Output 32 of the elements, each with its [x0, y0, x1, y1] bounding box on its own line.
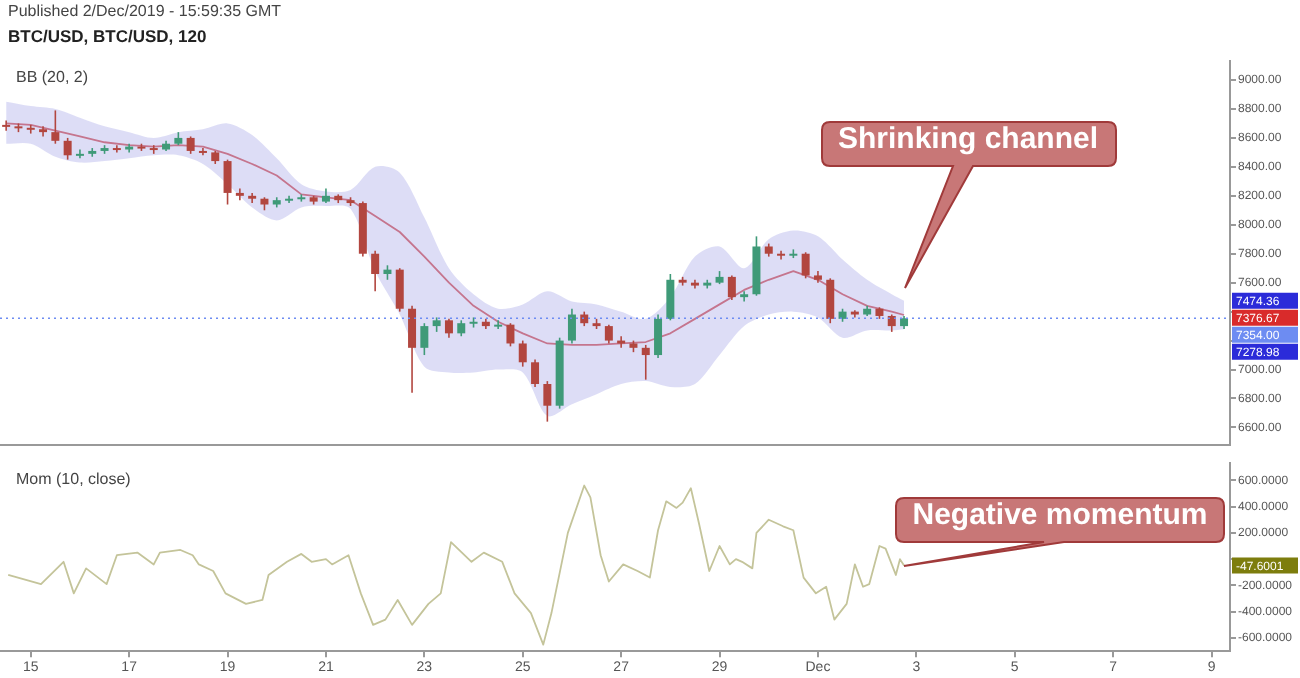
candlestick	[518, 339, 527, 368]
annotation: Shrinking channel	[836, 122, 1101, 161]
candlestick	[641, 344, 650, 381]
candlestick	[444, 318, 453, 339]
candlestick	[666, 273, 675, 322]
candlestick	[604, 323, 613, 345]
candlestick	[2, 119, 11, 132]
candlestick	[149, 144, 158, 155]
candlestick	[543, 380, 552, 423]
text: BB (20, 2)	[16, 67, 89, 86]
candlestick	[420, 322, 429, 356]
candlestick	[752, 235, 761, 297]
candlestick	[371, 250, 380, 293]
candlestick	[777, 250, 786, 261]
chart-subtitle: BTC/USD, BTC/USD, 120	[8, 26, 207, 46]
candlestick	[63, 137, 72, 161]
candlestick	[567, 307, 576, 345]
candlestick	[51, 109, 60, 145]
candlestick	[531, 358, 540, 388]
candlestick	[654, 313, 663, 359]
candlestick	[223, 158, 232, 206]
candlestick	[395, 267, 404, 313]
chart-title: Published 2/Dec/2019 - 15:59:35 GMT	[8, 2, 282, 20]
candlestick	[494, 319, 503, 330]
candlestick	[26, 124, 35, 135]
candlestick	[826, 277, 835, 325]
candlestick	[408, 305, 417, 394]
annotation: Negative momentum	[910, 497, 1210, 536]
text: Mom (10, close)	[16, 469, 132, 488]
candlestick	[506, 322, 515, 348]
candlestick	[801, 251, 810, 280]
candlestick	[727, 274, 736, 301]
